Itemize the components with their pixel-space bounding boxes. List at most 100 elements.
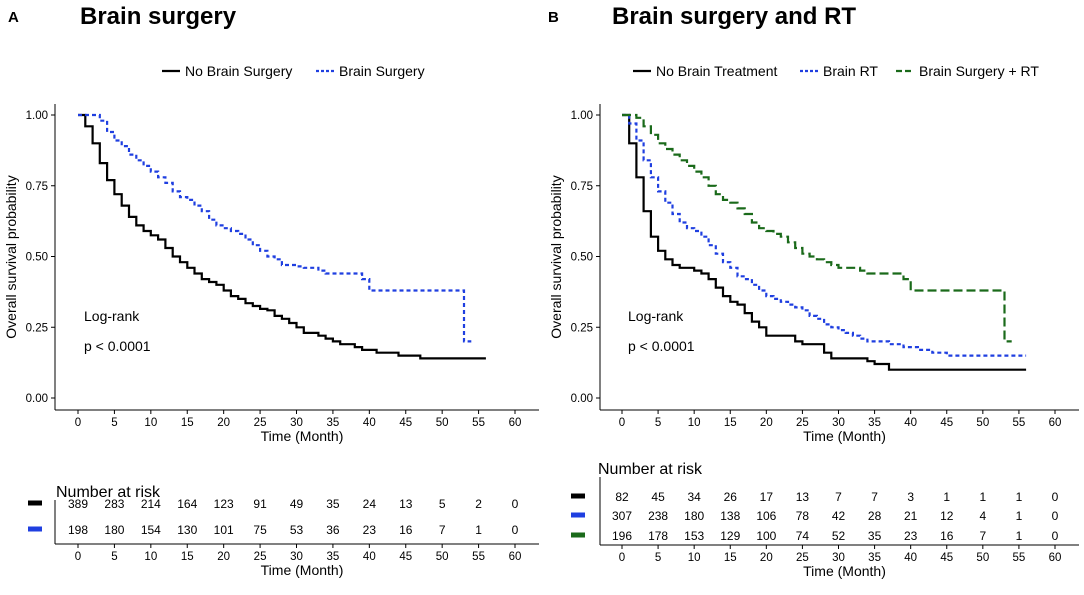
risk-x-tick-label: 0	[619, 552, 625, 564]
risk-count: 12	[940, 509, 954, 523]
risk-count: 307	[612, 509, 632, 523]
risk-x-tick-label: 45	[940, 552, 953, 564]
logrank-label: Log-rank	[628, 308, 684, 324]
risk-count: 45	[651, 490, 665, 504]
risk-x-tick-label: 10	[688, 552, 701, 564]
survival-curve-2	[78, 113, 472, 343]
survival-curve-1	[622, 113, 1027, 371]
x-tick-label: 55	[472, 417, 485, 429]
p-value-label: p < 0.0001	[628, 338, 695, 354]
risk-x-axis-title: Time (Month)	[803, 563, 886, 579]
risk-x-tick-label: 50	[436, 551, 449, 563]
risk-count: 1	[475, 523, 482, 537]
risk-x-tick-label: 40	[363, 551, 376, 563]
risk-count: 42	[832, 509, 846, 523]
y-tick-label: 1.00	[571, 110, 593, 122]
risk-x-tick-label: 20	[217, 551, 230, 563]
risk-x-tick-label: 15	[181, 551, 194, 563]
legend: No Brain Treatment Brain RT Brain Surgery …	[633, 63, 1039, 79]
x-tick-label: 20	[760, 417, 773, 429]
risk-count: 1	[943, 490, 950, 504]
risk-x-tick-label: 55	[472, 551, 485, 563]
legend-label: Brain RT	[823, 63, 878, 79]
risk-count: 1	[979, 490, 986, 504]
risk-count: 34	[687, 490, 701, 504]
x-tick-label: 35	[327, 417, 340, 429]
risk-count: 180	[104, 523, 124, 537]
legend-label: Brain Surgery	[339, 63, 425, 79]
risk-count: 1	[1016, 529, 1023, 543]
risk-x-tick-label: 45	[399, 551, 412, 563]
risk-x-tick-label: 60	[509, 551, 522, 563]
risk-count: 3	[907, 490, 914, 504]
legend-label: No Brain Treatment	[656, 63, 777, 79]
risk-x-tick-label: 50	[976, 552, 989, 564]
survival-curve-2	[622, 113, 1027, 357]
logrank-label: Log-rank	[84, 308, 140, 324]
risk-count: 75	[253, 523, 267, 537]
panel-a: A Brain surgery No Brain Surgery Brain Surg…	[3, 3, 539, 578]
risk-count: 53	[290, 523, 304, 537]
risk-x-tick-label: 35	[327, 551, 340, 563]
risk-count: 0	[512, 523, 519, 537]
y-tick-label: 0.00	[26, 393, 48, 405]
x-tick-label: 45	[940, 417, 953, 429]
risk-count: 214	[141, 497, 161, 511]
x-tick-label: 30	[290, 417, 303, 429]
x-tick-label: 15	[181, 417, 194, 429]
risk-count: 23	[363, 523, 377, 537]
y-axis-title: Overall survival probability	[3, 175, 19, 338]
risk-count: 26	[724, 490, 738, 504]
x-tick-label: 40	[904, 417, 917, 429]
panel-title: Brain surgery and RT	[612, 3, 856, 30]
risk-count: 35	[868, 529, 882, 543]
survival-curve-3	[622, 113, 1012, 343]
risk-count: 7	[979, 529, 986, 543]
y-tick-label: 0.75	[26, 181, 48, 193]
risk-x-tick-label: 25	[796, 552, 809, 564]
risk-count: 154	[141, 523, 161, 537]
risk-count: 13	[399, 497, 413, 511]
risk-count: 2	[475, 497, 482, 511]
x-tick-label: 5	[655, 417, 661, 429]
x-tick-label: 5	[111, 417, 117, 429]
risk-x-tick-label: 5	[111, 551, 117, 563]
risk-count: 5	[439, 497, 446, 511]
risk-x-tick-label: 35	[868, 552, 881, 564]
x-tick-label: 60	[1049, 417, 1062, 429]
risk-x-tick-label: 20	[760, 552, 773, 564]
x-tick-label: 15	[724, 417, 737, 429]
x-axis-title: Time (Month)	[803, 428, 886, 444]
risk-count: 283	[104, 497, 124, 511]
risk-x-tick-label: 15	[724, 552, 737, 564]
risk-count: 123	[214, 497, 234, 511]
risk-x-axis-title: Time (Month)	[261, 562, 344, 578]
risk-row-swatch-2	[28, 526, 42, 532]
x-tick-label: 45	[399, 417, 412, 429]
risk-count: 164	[177, 497, 197, 511]
panel-title: Brain surgery	[80, 3, 237, 30]
p-value-label: p < 0.0001	[84, 338, 151, 354]
risk-count: 23	[904, 529, 918, 543]
risk-count: 153	[684, 529, 704, 543]
risk-count: 100	[756, 529, 776, 543]
risk-count: 28	[868, 509, 882, 523]
x-tick-label: 10	[144, 417, 157, 429]
risk-row-swatch-1	[571, 493, 585, 499]
risk-x-tick-label: 5	[655, 552, 661, 564]
risk-x-tick-label: 30	[290, 551, 303, 563]
x-tick-label: 30	[832, 417, 845, 429]
risk-count: 101	[214, 523, 234, 537]
risk-count: 91	[253, 497, 267, 511]
x-tick-label: 0	[75, 417, 81, 429]
y-tick-label: 0.75	[571, 181, 593, 193]
risk-x-tick-label: 55	[1013, 552, 1026, 564]
risk-x-tick-label: 30	[832, 552, 845, 564]
x-axis-title: Time (Month)	[261, 428, 344, 444]
risk-count: 196	[612, 529, 632, 543]
risk-x-tick-label: 60	[1049, 552, 1062, 564]
risk-count: 17	[760, 490, 774, 504]
risk-count: 0	[1052, 490, 1059, 504]
